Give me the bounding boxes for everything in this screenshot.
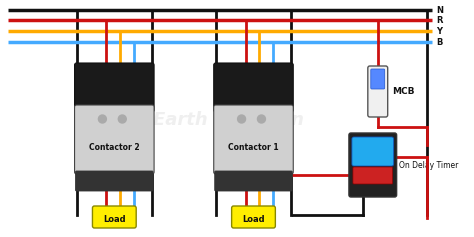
Text: Load: Load: [242, 214, 265, 223]
FancyBboxPatch shape: [349, 133, 397, 197]
Circle shape: [99, 115, 106, 123]
Text: Y: Y: [437, 27, 442, 36]
Text: Load: Load: [103, 214, 126, 223]
Text: Contactor 1: Contactor 1: [228, 142, 279, 151]
FancyBboxPatch shape: [214, 63, 293, 112]
Text: On Delay Timer: On Delay Timer: [399, 160, 458, 169]
Text: R: R: [437, 15, 443, 24]
FancyBboxPatch shape: [232, 206, 275, 228]
FancyBboxPatch shape: [74, 105, 154, 174]
Text: Earth Bondhon: Earth Bondhon: [153, 111, 304, 129]
Text: N: N: [437, 5, 443, 14]
FancyBboxPatch shape: [214, 105, 293, 174]
FancyBboxPatch shape: [74, 63, 154, 112]
Text: B: B: [437, 37, 443, 46]
Circle shape: [118, 115, 126, 123]
Circle shape: [237, 115, 246, 123]
FancyBboxPatch shape: [75, 171, 153, 191]
FancyBboxPatch shape: [215, 171, 292, 191]
FancyBboxPatch shape: [353, 167, 392, 184]
Text: MCB: MCB: [392, 87, 414, 96]
FancyBboxPatch shape: [92, 206, 136, 228]
FancyBboxPatch shape: [352, 137, 394, 166]
Circle shape: [257, 115, 265, 123]
FancyBboxPatch shape: [371, 69, 385, 89]
Text: Contactor 2: Contactor 2: [89, 142, 140, 151]
FancyBboxPatch shape: [368, 66, 388, 117]
